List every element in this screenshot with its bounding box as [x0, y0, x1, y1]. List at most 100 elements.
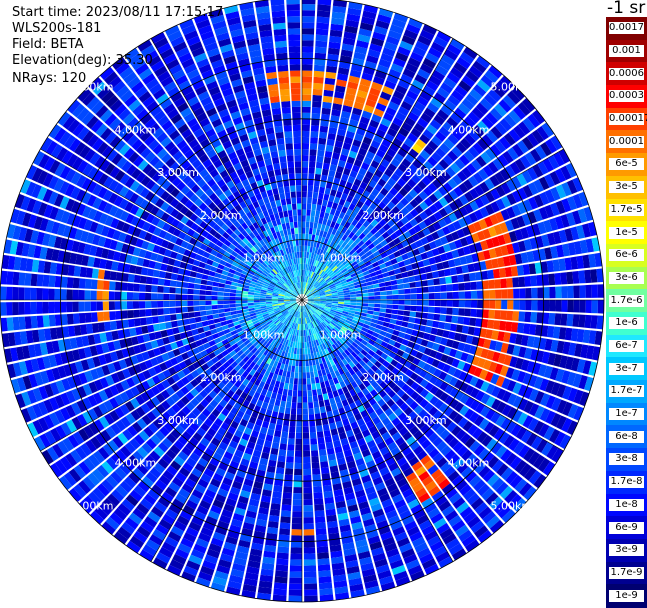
range-gate-cell [344, 492, 356, 501]
range-gate-cell [96, 483, 110, 497]
range-gate-cell [161, 239, 170, 249]
range-gate-cell [314, 266, 319, 273]
range-gate-cell [238, 539, 251, 549]
range-gate-cell [188, 473, 200, 484]
range-gate-cell [576, 359, 586, 373]
range-gate-cell [136, 335, 145, 344]
range-gate-cell [314, 216, 319, 224]
range-gate-cell [319, 455, 328, 463]
range-gate-cell [494, 363, 504, 375]
range-gate-cell [181, 288, 188, 294]
range-gate-cell [324, 380, 330, 388]
range-gate-cell [379, 91, 392, 101]
range-gate-cell [485, 191, 495, 203]
range-gate-cell [116, 370, 126, 382]
range-gate-cell [422, 293, 429, 300]
range-gate-cell [309, 265, 313, 272]
range-gate-cell [196, 505, 209, 516]
range-gate-cell [533, 194, 544, 208]
range-gate-cell [435, 147, 447, 158]
range-gate-cell [313, 352, 318, 359]
range-gate-cell [426, 272, 434, 280]
range-gate-cell [309, 258, 313, 265]
range-gate-cell [457, 316, 465, 325]
range-gate-cell [313, 486, 323, 493]
range-gate-cell [347, 504, 359, 513]
range-gate-cell [486, 438, 498, 451]
range-gate-cell [469, 411, 480, 423]
range-gate-cell [92, 487, 106, 501]
range-gate-cell [454, 350, 463, 360]
range-gate-cell [307, 347, 311, 354]
range-gate-cell [459, 256, 468, 265]
range-gate-cell [396, 242, 404, 250]
range-gate-cell [237, 264, 245, 270]
range-gate-cell [526, 167, 538, 181]
range-gate-cell [53, 193, 64, 207]
range-gate-cell [176, 515, 190, 526]
range-gate-cell [550, 202, 560, 216]
range-gate-cell [427, 313, 435, 320]
range-gate-cell [479, 328, 487, 338]
range-gate-cell [357, 273, 364, 278]
range-gate-cell [219, 259, 227, 266]
range-gate-cell [302, 390, 308, 397]
range-gate-cell [363, 66, 375, 76]
range-gate-cell [456, 56, 471, 70]
range-gate-cell [98, 389, 109, 402]
range-gate-cell [170, 314, 177, 321]
range-gate-cell [302, 82, 312, 89]
range-gate-cell [439, 314, 447, 322]
range-gate-cell [246, 566, 260, 575]
range-gate-cell [269, 352, 275, 360]
range-gate-cell [256, 469, 266, 478]
range-gate-cell [492, 84, 506, 98]
range-gate-cell [246, 351, 254, 359]
range-gate-cell [318, 357, 323, 364]
range-gate-cell [341, 326, 348, 332]
range-gate-cell [317, 308, 324, 312]
range-gate-cell [316, 275, 321, 282]
range-gate-cell [579, 391, 590, 407]
range-gate-cell [566, 420, 578, 436]
range-gate-cell [343, 304, 351, 308]
range-gate-cell [411, 262, 419, 270]
range-gate-cell [312, 468, 321, 475]
range-gate-cell [329, 352, 336, 359]
range-gate-cell [491, 330, 499, 340]
range-gate-cell [223, 451, 234, 460]
range-gate-cell [353, 483, 364, 493]
range-gate-cell [359, 315, 367, 321]
range-gate-cell [336, 165, 344, 174]
range-gate-cell [377, 178, 387, 187]
range-gate-cell [340, 373, 348, 381]
range-gate-cell [259, 298, 266, 300]
range-gate-cell [219, 357, 227, 365]
range-gate-cell [150, 340, 159, 349]
range-gate-cell [325, 405, 332, 413]
range-gate-cell [248, 389, 256, 397]
range-gate-cell [359, 263, 367, 270]
range-gate-cell [428, 365, 437, 375]
range-gate-cell [339, 524, 351, 533]
range-gate-cell [582, 360, 592, 375]
range-gate-cell [390, 520, 403, 531]
range-gate-cell [208, 390, 218, 399]
range-gate-cell [285, 401, 292, 409]
range-gate-cell [347, 338, 354, 345]
range-gate-cell [560, 214, 570, 228]
range-gate-cell [63, 134, 76, 149]
range-gate-cell [188, 554, 203, 565]
range-gate-cell [336, 309, 343, 313]
range-gate-cell [60, 301, 67, 313]
range-gate-cell [34, 372, 44, 386]
range-gate-cell [214, 361, 223, 369]
range-gate-cell [121, 319, 129, 329]
range-gate-cell [260, 347, 267, 354]
range-gate-cell [397, 178, 407, 187]
range-gate-cell [345, 181, 353, 190]
range-gate-cell [417, 68, 431, 80]
range-gate-cell [253, 292, 261, 296]
range-gate-cell [175, 307, 182, 314]
range-gate-cell [362, 176, 371, 185]
